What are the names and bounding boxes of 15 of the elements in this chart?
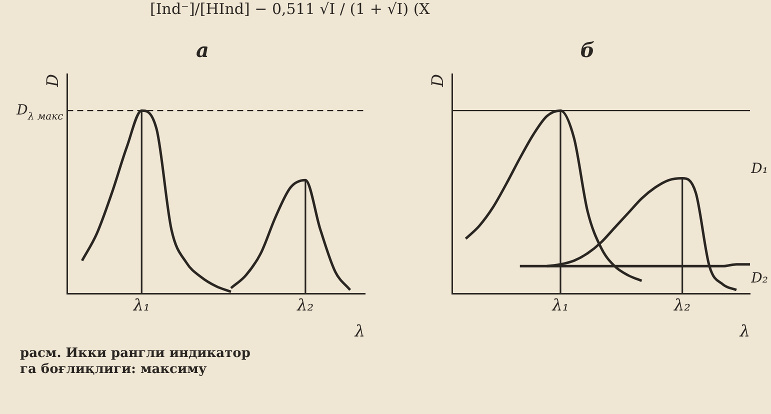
chart-title: а (196, 38, 209, 62)
y-axis-title: D (428, 74, 447, 88)
text: D₂ (750, 270, 768, 287)
x-tick-label: λ₁ (132, 295, 150, 314)
text: [Ind⁻]/[HInd] − 0,511 √I / (1 + √I) (X (149, 0, 430, 20)
chart-title: б (580, 38, 595, 62)
text: D₁ (750, 160, 768, 177)
x-tick-label: λ₁ (551, 295, 569, 314)
text: расм. Икки рангли индикатор (20, 346, 252, 362)
y-axis-title: D (42, 74, 62, 88)
x-axis-title: λ (354, 322, 365, 341)
x-tick-label: λ₂ (296, 295, 314, 314)
x-tick-label: λ₂ (673, 295, 691, 314)
text: га боғлиқлиги: максиму (20, 362, 208, 378)
x-axis-title: λ (738, 322, 750, 341)
